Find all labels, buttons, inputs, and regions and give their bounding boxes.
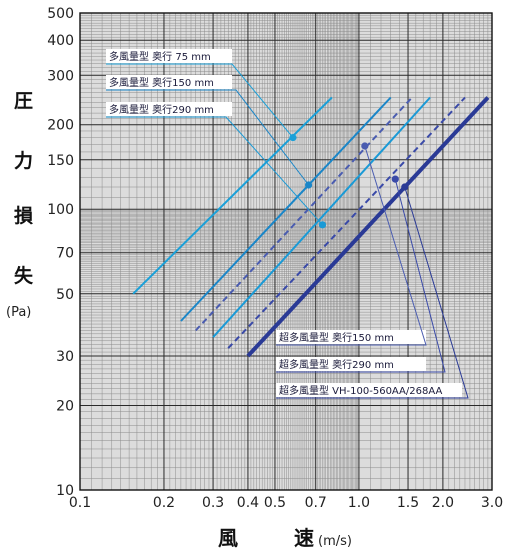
x-tick-label: 0.1 — [69, 495, 91, 511]
y-tick-label: 100 — [47, 202, 74, 218]
y-tick-label: 150 — [47, 153, 74, 169]
y-tick-label: 10 — [56, 483, 74, 499]
x-tick-label: 1.5 — [397, 495, 419, 511]
series-line-5 — [246, 96, 490, 358]
y-tick-label: 200 — [47, 118, 74, 134]
x-axis-unit: (m/s) — [318, 534, 352, 549]
y-tick-label: 70 — [56, 246, 74, 262]
y-axis-label-char: 失 — [14, 264, 34, 287]
legend-top-2-bg — [106, 75, 232, 89]
x-tick-label: 0.4 — [237, 495, 259, 511]
y-tick-label: 500 — [47, 6, 74, 22]
legend-top-3-leader — [106, 116, 323, 226]
tick-labels: 0.1 0.2 0.3 0.4 0.5 0.7 1.0 1.5 2.0 3.0 10 20 30 50 70… — [47, 6, 503, 511]
x-tick-label: 2.0 — [432, 495, 454, 511]
series-line-2 — [194, 96, 413, 332]
legend-top-2-label: 多風量型 奥行150 mm — [109, 76, 214, 89]
x-axis-label: 風 速 — [218, 526, 332, 550]
legend-bottom-1-bg — [276, 330, 426, 344]
legend-top-2-leader — [106, 89, 309, 186]
x-tick-label: 0.3 — [202, 495, 224, 511]
series-line-4 — [227, 96, 466, 349]
x-tick-label: 0.5 — [264, 495, 286, 511]
legend-bottom-1-leader — [276, 145, 427, 346]
legend-bottom-2-label: 超多風量型 奥行290 mm — [279, 358, 394, 371]
legend: 多風量型 奥行 75 mm 多風量型 奥行150 mm 多風量型 奥行290 mm 超… — [106, 49, 469, 399]
x-tick-label: 3.0 — [481, 495, 503, 511]
legend-bottom-3-leader — [276, 186, 469, 399]
legend-top-3-label: 多風量型 奥行290 mm — [109, 103, 214, 116]
y-axis-unit: (Pa) — [6, 305, 31, 320]
legend-top-1-label: 多風量型 奥行 75 mm — [109, 50, 211, 63]
legend-bottom-2-bg — [276, 357, 426, 371]
y-axis-label-char: 圧 — [14, 90, 33, 112]
legend-top-1-leader — [106, 63, 294, 138]
x-tick-label: 0.2 — [153, 495, 175, 511]
axis-labels: 圧 力 損 失 (Pa) 風 速 (m/s) — [6, 90, 352, 550]
y-tick-label: 30 — [56, 349, 74, 365]
y-tick-label: 300 — [47, 68, 74, 84]
y-tick-label: 50 — [56, 287, 74, 303]
legend-bottom-3-bg — [276, 383, 462, 397]
series-line-1 — [180, 96, 392, 322]
y-tick-label: 20 — [56, 398, 74, 414]
y-axis-label-char: 力 — [14, 149, 33, 172]
y-axis-label-char: 損 — [14, 205, 34, 227]
y-tick-label: 400 — [47, 33, 74, 49]
legend-bottom-2-leader — [276, 179, 446, 373]
legend-top-3-bg — [106, 102, 232, 116]
x-tick-label: 1.0 — [348, 495, 370, 511]
legend-bottom-1-label: 超多風量型 奥行150 mm — [279, 331, 394, 344]
legend-top-1-bg — [106, 49, 232, 63]
plot-border — [79, 12, 493, 491]
legend-bottom-3-label: 超多風量型 VH-100-560AA/268AA — [279, 384, 442, 397]
series-line-0 — [132, 96, 333, 295]
x-tick-label: 0.7 — [305, 495, 327, 511]
series-line-3 — [212, 96, 431, 338]
